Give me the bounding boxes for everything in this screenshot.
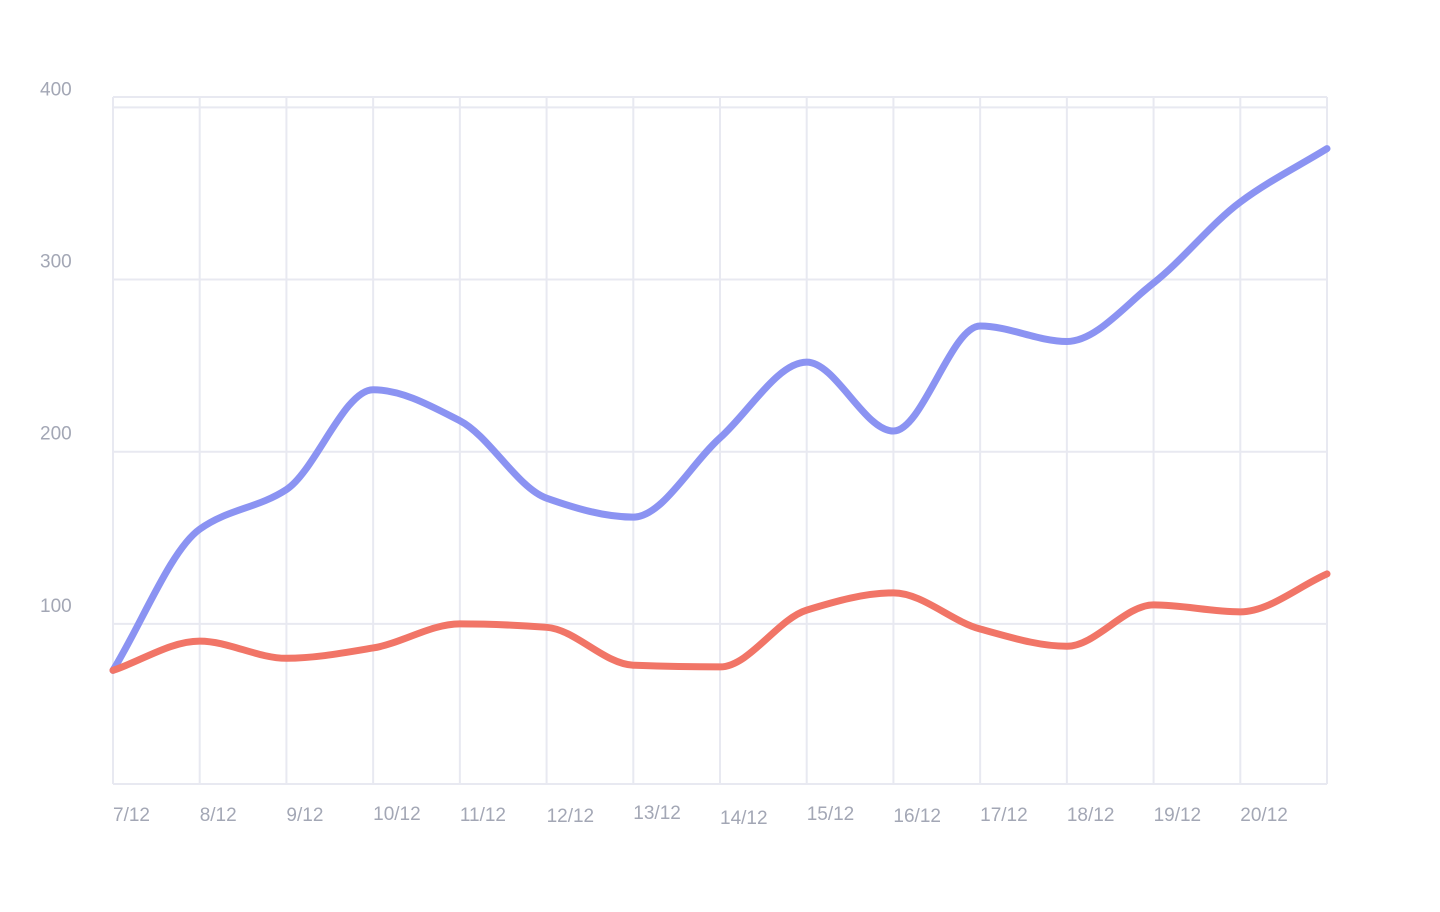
x-tick-label: 19/12 [1154,805,1202,826]
x-tick-label: 16/12 [893,806,941,827]
y-tick-label: 400 [40,79,72,100]
x-tick-label: 14/12 [720,808,768,829]
x-tick-label: 7/12 [113,805,150,826]
x-tick-label: 20/12 [1240,805,1288,826]
x-tick-label: 13/12 [633,803,681,824]
x-tick-label: 9/12 [286,805,323,826]
x-tick-label: 11/12 [460,805,506,826]
x-axis-ticks: 7/12 8/12 9/12 10/12 11/12 12/12 13/12 14/12 15/… [113,803,1288,829]
x-tick-label: 18/12 [1067,805,1115,826]
x-tick-label: 8/12 [200,805,237,826]
x-tick-label: 17/12 [980,805,1028,826]
y-tick-label: 100 [40,596,72,617]
x-tick-label: 15/12 [807,804,855,825]
series-line-2 [109,570,1331,674]
x-tick-label: 10/12 [373,804,421,825]
x-tick-label: 12/12 [547,806,595,827]
series-lines [109,145,1331,674]
grid [112,96,1328,785]
y-axis-ticks: 100 200 300 400 [40,79,72,617]
series-line-1 [109,145,1331,674]
y-tick-label: 300 [40,252,72,273]
y-tick-label: 200 [40,424,72,445]
